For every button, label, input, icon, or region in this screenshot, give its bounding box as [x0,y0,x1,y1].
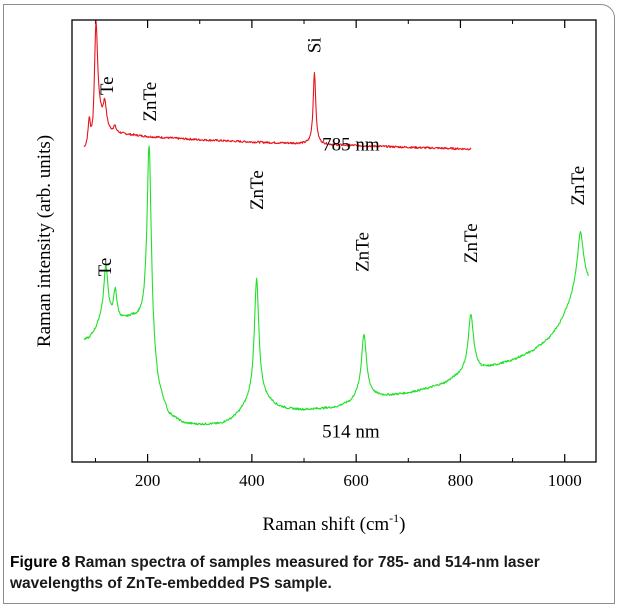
annotation-4: Te [95,258,116,277]
series-line-785nm [83,20,472,151]
x-tick-label-200: 200 [135,471,161,490]
annotation-layer: Te Si 785 nm ZnTe Te ZnTe ZnTe ZnTe ZnTe 514 nm [95,37,589,442]
x-tick-label-600: 600 [343,471,369,490]
annotation-2: 785 nm [322,134,380,155]
annotation-9: 514 nm [322,422,380,443]
annotation-3: ZnTe [140,82,161,122]
x-tick-label-800: 800 [448,471,474,490]
annotation-1: Si [304,37,325,53]
series-line-514nm [83,145,589,426]
x-axis-label-main: Raman shift (cm [263,514,390,535]
annotation-0: Te [97,76,118,95]
figure-frame [3,4,615,604]
x-tick-label-400: 400 [239,471,265,490]
x-axis-label-close: ) [399,514,405,535]
annotation-8: ZnTe [568,166,589,206]
x-axis-label-superscript: -1 [389,511,399,525]
annotation-7: ZnTe [461,223,482,263]
x-axis: 200 400 600 800 1000 [94,20,582,490]
caption-lead: Figure 8 [10,554,71,571]
raman-spectra-chart: 200 400 600 800 1000 Te Si 785 nm ZnTe Te ZnTe ZnT… [34,19,597,535]
annotation-5: ZnTe [247,170,268,210]
series-layer [83,20,589,426]
figure-caption: Figure 8 Raman spectra of samples measur… [10,552,606,594]
x-axis-label: Raman shift (cm-1) [263,511,406,535]
x-tick-label-1000: 1000 [548,471,582,490]
y-axis-label: Raman intensity (arb. units) [34,135,55,347]
caption-text: Raman spectra of samples measured for 78… [10,554,540,592]
annotation-6: ZnTe [352,232,373,272]
plot-area [71,19,597,463]
